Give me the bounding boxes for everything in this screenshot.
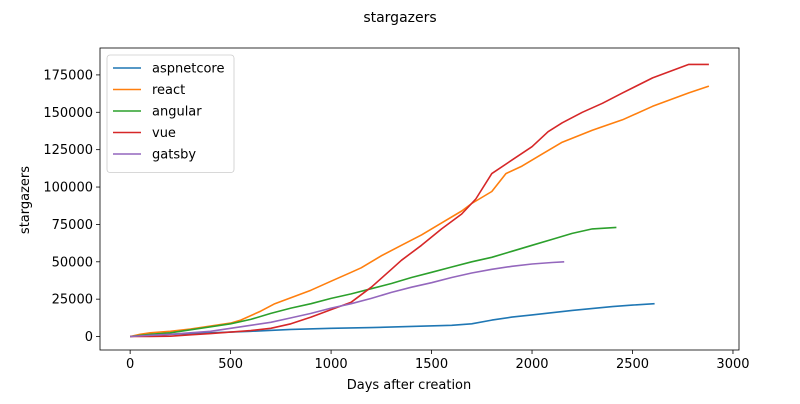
x-tick-label: 1000 <box>315 357 348 372</box>
legend-label-react: react <box>152 83 185 98</box>
y-tick-label: 175000 <box>43 68 93 83</box>
legend-box <box>106 54 235 173</box>
y-tick-label: 100000 <box>43 181 93 196</box>
y-tick-label: 150000 <box>43 106 93 121</box>
x-tick-label: 0 <box>126 357 134 372</box>
axis-ticks: 0 500 1000 1500 2000 2500 3000 0 25000 50000 75000… <box>43 68 749 372</box>
x-tick-label: 2500 <box>616 357 649 372</box>
legend-label-gatsby: gatsby <box>152 148 196 163</box>
legend-label-aspnetcore: aspnetcore <box>152 62 224 77</box>
legend-label-angular: angular <box>152 105 202 120</box>
plot-series <box>129 63 710 338</box>
series-line-angular <box>130 226 617 338</box>
x-tick-label: 1500 <box>415 357 448 372</box>
y-tick-label: 25000 <box>52 293 93 308</box>
y-tick-label: 50000 <box>52 255 93 270</box>
x-tick-label: 3000 <box>716 357 749 372</box>
x-axis-label: Days after creation <box>347 378 472 393</box>
y-axis-label: stargazers <box>18 166 33 234</box>
legend-label-vue: vue <box>152 126 176 141</box>
y-tick-label: 75000 <box>52 218 93 233</box>
chart-title: stargazers <box>363 10 436 26</box>
plot-frame <box>99 47 740 351</box>
y-tick-label: 0 <box>85 330 93 345</box>
series-line-gatsby <box>130 261 565 338</box>
y-tick-label: 125000 <box>43 143 93 158</box>
series-line-vue <box>130 63 709 338</box>
x-tick-label: 500 <box>218 357 243 372</box>
legend: aspnetcore react angular vue gatsby <box>106 54 235 173</box>
x-tick-label: 2000 <box>515 357 548 372</box>
